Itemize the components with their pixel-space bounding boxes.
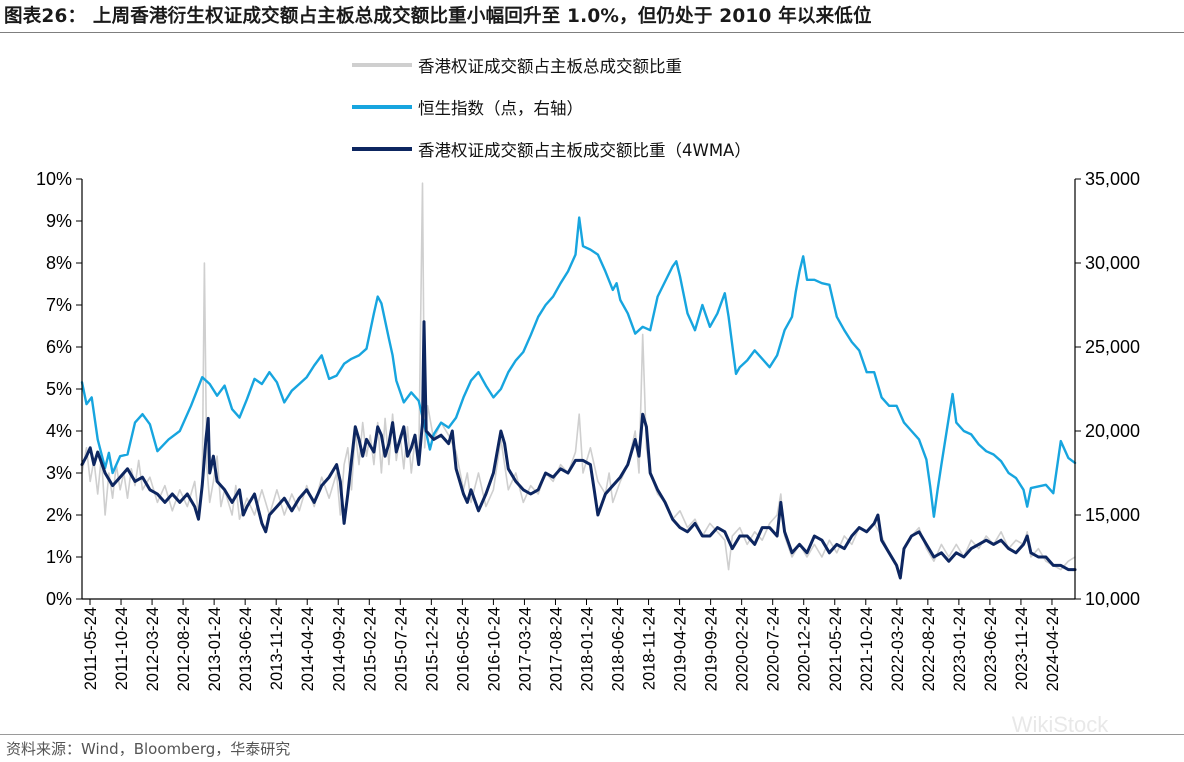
x-tick-label: 2013-06-24 (237, 607, 255, 691)
x-tick-label: 2020-07-24 (765, 607, 783, 691)
x-tick-label: 2020-12-24 (796, 607, 814, 691)
legend-swatch-hsi (352, 105, 412, 109)
x-tick-label: 2019-04-24 (672, 607, 690, 691)
x-tick-label: 2021-10-24 (858, 607, 876, 691)
x-tick-label: 2018-11-24 (641, 607, 659, 690)
x-tick-label: 2012-08-24 (175, 607, 193, 691)
series-wma-line (80, 320, 1077, 580)
y-right-tick-label: 30,000 (1085, 253, 1140, 273)
legend-item-wma: 香港权证成交额占主板成交额比重（4WMA） (352, 134, 751, 164)
legend-label-hsi: 恒生指数（点，右轴） (418, 99, 583, 118)
x-tick-label: 2017-03-24 (516, 607, 534, 691)
series-hsi-line (80, 216, 1077, 518)
tick-label-layer: 0% 1% 2% 3% 4% 5% 6% 7% 8% 9% 10% 10,000 15,000 20,00… (36, 169, 1140, 691)
x-tick-label: 2023-11-24 (1013, 607, 1031, 690)
y-left-tick-label: 0% (46, 589, 72, 609)
x-tick-label: 2015-07-24 (392, 607, 410, 691)
x-tick-label: 2011-05-24 (82, 607, 100, 690)
legend-label-wma: 香港权证成交额占主板成交额比重（4WMA） (418, 141, 751, 160)
x-tick-label: 2020-02-24 (734, 607, 752, 691)
y-right-tick-label: 25,000 (1085, 337, 1140, 357)
y-right-tick-label: 20,000 (1085, 421, 1140, 441)
y-left-tick-label: 10% (36, 169, 72, 189)
x-tick-label: 2014-09-24 (330, 607, 348, 691)
legend-swatch-ratio (352, 63, 412, 67)
watermark-text: WikiStock (1012, 712, 1110, 737)
x-tick-label: 2022-08-24 (920, 607, 938, 691)
y-left-tick-label: 2% (46, 505, 72, 525)
legend-item-hsi: 恒生指数（点，右轴） (352, 92, 583, 122)
x-tick-label: 2023-01-24 (951, 607, 969, 691)
y-right-tick-label: 10,000 (1085, 589, 1140, 609)
y-left-tick-label: 1% (46, 547, 72, 567)
x-tick-label: 2015-02-24 (361, 607, 379, 691)
page-title: 图表26： 上周香港衍生权证成交额占主板总成交额比重小幅回升至 1.0%，但仍处… (4, 6, 872, 27)
x-tick-label: 2013-01-24 (206, 607, 224, 691)
y-right-tick-label: 15,000 (1085, 505, 1140, 525)
x-tick-label: 2023-06-24 (982, 607, 1000, 691)
legend-item-ratio: 香港权证成交额占主板总成交额比重 (352, 50, 682, 80)
y-left-tick-label: 5% (46, 379, 72, 399)
x-tick-label: 2021-05-24 (827, 607, 845, 691)
x-tick-label: 2017-08-24 (548, 607, 566, 691)
title-divider (0, 32, 1184, 33)
y-left-tick-label: 3% (46, 463, 72, 483)
x-tick-label: 2022-03-24 (889, 607, 907, 691)
y-left-tick-label: 6% (46, 337, 72, 357)
x-tick-label: 2011-10-24 (113, 607, 131, 690)
x-tick-label: 2019-09-24 (703, 607, 721, 691)
x-tick-label: 2015-12-24 (423, 607, 441, 691)
x-tick-label: 2016-05-24 (454, 607, 472, 691)
y-left-tick-label: 7% (46, 295, 72, 315)
x-tick-label: 2016-10-24 (485, 607, 503, 691)
x-tick-label: 2018-01-24 (579, 607, 597, 691)
y-left-tick-label: 9% (46, 211, 72, 231)
series-layer (80, 182, 1077, 580)
x-tick-label: 2014-04-24 (299, 607, 317, 691)
source-divider (0, 734, 1184, 735)
x-tick-label: 2018-06-24 (610, 607, 628, 691)
x-tick-label: 2024-04-24 (1044, 607, 1062, 691)
legend-swatch-wma (352, 147, 412, 151)
y-left-tick-label: 8% (46, 253, 72, 273)
axes-layer (76, 178, 1081, 605)
x-tick-label: 2012-03-24 (144, 607, 162, 691)
y-left-tick-label: 4% (46, 421, 72, 441)
source-note: 资料来源：Wind，Bloomberg，华泰研究 (6, 740, 291, 758)
legend-label-ratio: 香港权证成交额占主板总成交额比重 (418, 57, 682, 76)
x-tick-label: 2013-11-24 (268, 607, 286, 690)
y-right-tick-label: 35,000 (1085, 169, 1140, 189)
series-ratio-line (81, 182, 1076, 575)
